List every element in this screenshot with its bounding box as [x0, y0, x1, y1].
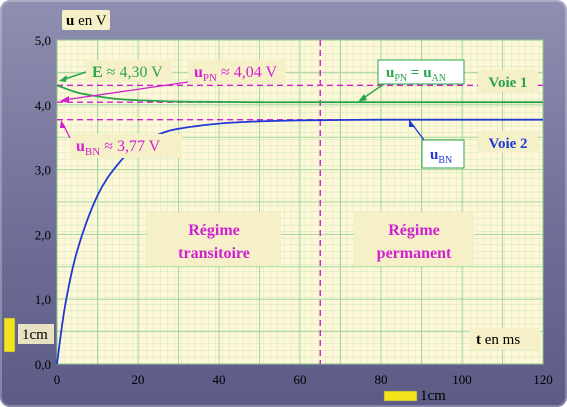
scale-vertical-label: 1cm	[22, 327, 48, 343]
annotation-upn-uan-b: u	[423, 65, 431, 81]
annotation-ubn-main: u	[76, 138, 85, 155]
annotation-upn-uan-b-sub: AN	[432, 73, 446, 84]
annotation-E: E ≈ 4,30 V	[59, 60, 172, 82]
annotation-upn-uan-a-sub: PN	[394, 73, 407, 84]
svg-text:t en ms: t en ms	[476, 332, 520, 348]
regime-transitoire-line2: transitoire	[178, 245, 250, 262]
plot-border	[56, 39, 544, 365]
y-tick-label: 1,0	[35, 292, 51, 307]
x-axis-title: t en ms	[470, 328, 540, 350]
annotation-E-main: E	[92, 64, 103, 81]
regime-permanent-label: Régime permanent	[354, 212, 474, 266]
annotation-ubn-right: uBN	[409, 119, 465, 169]
x-axis-title-main: t	[476, 332, 481, 348]
y-tick-label: 5,0	[35, 33, 51, 48]
series-line-1	[56, 84, 543, 104]
y-tick-label: 2,0	[35, 227, 51, 242]
y-tick-label: 0,0	[35, 357, 51, 372]
annotation-upn-uan: uPN = uAN	[358, 59, 465, 102]
annotation-E-rest: ≈ 4,30 V	[103, 64, 163, 81]
annotation-upn-uan-arrow	[361, 83, 385, 100]
legend-voie2: Voie 2	[478, 131, 538, 153]
grid-major	[56, 39, 544, 365]
x-tick-label: 60	[294, 372, 307, 387]
svg-text:u en V: u en V	[66, 13, 107, 29]
svg-text:E ≈ 4,30 V: E ≈ 4,30 V	[92, 64, 163, 81]
x-axis-title-rest: en ms	[481, 332, 520, 348]
svg-text:uPN = uAN: uPN = uAN	[386, 65, 446, 84]
y-axis-title-rest: en V	[74, 13, 106, 29]
scale-horizontal-label: 1cm	[420, 388, 446, 404]
legend-voie2-text: Voie 2	[488, 136, 527, 152]
scale-horizontal: 1cm	[383, 388, 446, 404]
svg-text:uBN: uBN	[430, 147, 452, 166]
annotation-upn-rest: ≈ 4,04 V	[217, 64, 277, 81]
y-axis-title: u en V	[62, 10, 110, 30]
axis-ticks: 0 20 40 60 80 100 120 0,0 1,0 2,0 3,0 4,0 5,0	[35, 33, 553, 387]
annotation-upn: uPN ≈ 4,04 V	[60, 60, 286, 103]
y-tick-label: 3,0	[35, 163, 51, 178]
annotation-ubn-right-main: u	[430, 147, 438, 163]
regime-transitoire-line1: Régime	[188, 222, 240, 239]
annotation-upn-sub: PN	[203, 72, 217, 84]
regime-permanent-line1: Régime	[388, 222, 440, 239]
x-tick-label: 100	[452, 372, 472, 387]
annotation-upn-main: u	[194, 64, 203, 81]
y-axis-title-main: u	[66, 13, 74, 29]
regime-transitoire-label: Régime transitoire	[147, 212, 281, 266]
series	[56, 84, 543, 365]
legend-voie1-text: Voie 1	[488, 75, 527, 91]
y-tick-label: 4,0	[35, 98, 51, 113]
annotation-upn-uan-a: u	[386, 65, 394, 81]
x-tick-label: 80	[375, 372, 388, 387]
annotation-ubn-rest: ≈ 3,77 V	[100, 138, 160, 155]
scale-vertical: 1cm	[3, 317, 54, 353]
x-tick-label: 120	[533, 372, 553, 387]
annotation-ubn-right-sub: BN	[438, 155, 452, 166]
svg-text:uBN ≈ 3,77 V: uBN ≈ 3,77 V	[76, 138, 161, 158]
series-line-2	[56, 118, 543, 365]
svg-text:uPN ≈ 4,04 V: uPN ≈ 4,04 V	[194, 64, 277, 84]
x-tick-label: 0	[54, 372, 61, 387]
annotation-upn-arrow	[63, 81, 189, 101]
x-tick-label: 40	[213, 372, 226, 387]
regime-permanent-line2: permanent	[377, 245, 452, 262]
legend-voie1: Voie 1	[478, 70, 538, 92]
annotation-ubn-sub: BN	[85, 146, 100, 158]
annotation-upn-uan-eq: =	[407, 65, 423, 81]
x-tick-label: 20	[132, 372, 145, 387]
annotation-ubn: uBN ≈ 3,77 V	[60, 120, 182, 158]
